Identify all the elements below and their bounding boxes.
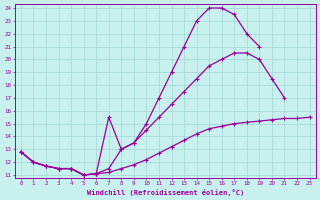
X-axis label: Windchill (Refroidissement éolien,°C): Windchill (Refroidissement éolien,°C): [87, 189, 244, 196]
